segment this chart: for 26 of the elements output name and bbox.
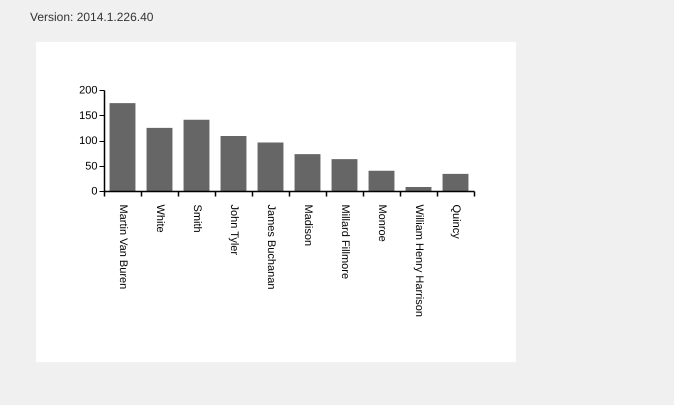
x-tick-label: John Tyler [228,204,240,256]
bar [442,174,468,191]
x-tick-label: Smith [191,204,203,233]
bar [294,154,320,191]
bar [332,159,358,191]
bar [406,186,432,191]
x-tick-label: Quincy [450,204,462,240]
x-tick-label: Madison [302,204,314,246]
bar [110,103,136,191]
bar [220,136,246,191]
x-tick-label: Martin Van Buren [117,204,129,290]
x-tick-label: William Henry Harrison [413,204,425,317]
y-tick-label: 200 [79,84,98,96]
bar [258,142,284,191]
y-tick-label: 100 [79,135,98,147]
bar [146,128,172,191]
x-tick-label: Monroe [376,204,388,242]
x-tick-label: Millard Fillmore [339,204,351,280]
y-tick-label: 50 [85,160,98,172]
bar [184,120,210,191]
x-tick-label: James Buchanan [265,204,277,290]
chart-title: Version: 2014.1.226.40 [30,10,154,24]
bar [368,170,394,191]
y-tick-label: 150 [79,110,98,122]
x-tick-label: White [154,204,166,233]
y-tick-label: 0 [91,186,98,198]
